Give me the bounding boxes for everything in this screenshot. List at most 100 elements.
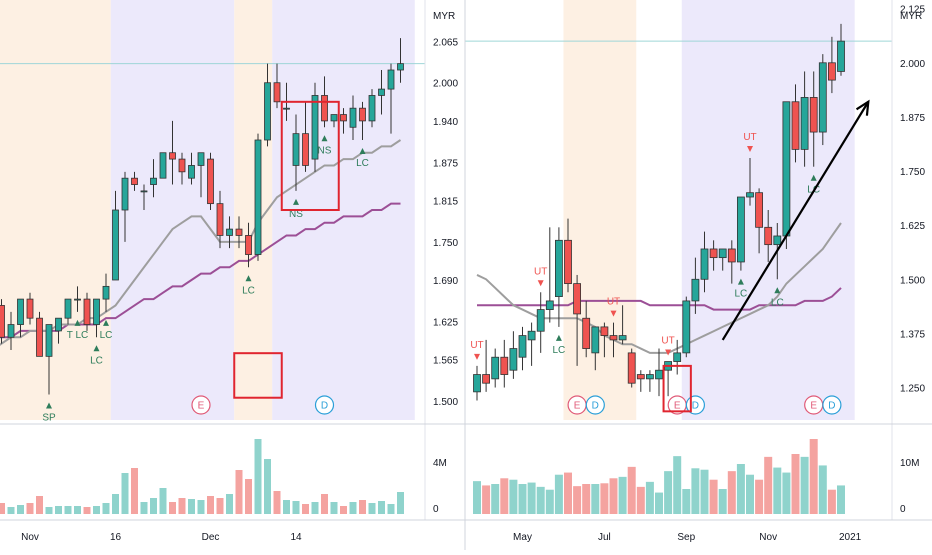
right-event-badge-label: E bbox=[674, 401, 681, 412]
left-volume-bar bbox=[235, 470, 243, 514]
right-candle bbox=[791, 84, 800, 163]
candle-body bbox=[0, 305, 5, 338]
left-volume-tick: 0 bbox=[433, 504, 439, 515]
candle-body bbox=[691, 278, 700, 302]
left-signal-arrow bbox=[359, 148, 366, 154]
left-price-tick: 1.500 bbox=[433, 397, 458, 408]
left-candle bbox=[159, 152, 167, 179]
candle-body bbox=[102, 285, 110, 300]
right-signal-label: UT bbox=[743, 132, 756, 143]
left-price-tick: 1.690 bbox=[433, 276, 458, 287]
left-volume-bar bbox=[150, 498, 157, 514]
left-price-tick: 1.625 bbox=[433, 317, 458, 328]
candle-body bbox=[169, 152, 176, 160]
right-price-tick: 1.375 bbox=[900, 329, 925, 340]
left-volume-bar bbox=[74, 506, 81, 514]
left-candle bbox=[102, 273, 110, 312]
left-candle bbox=[26, 292, 34, 325]
right-volume-bar bbox=[746, 474, 754, 514]
left-volume-bar bbox=[83, 507, 91, 514]
right-trend-arrow-head bbox=[855, 99, 870, 116]
candle-body bbox=[131, 177, 138, 185]
left-candle bbox=[254, 133, 262, 261]
left-event-badge bbox=[314, 395, 335, 415]
left-signal-label: NS bbox=[289, 209, 303, 220]
right-time-tick: May bbox=[513, 532, 532, 543]
right-signal-arrow bbox=[537, 280, 544, 287]
left-candle bbox=[93, 298, 100, 338]
left-candle bbox=[292, 114, 300, 191]
left-candle bbox=[359, 101, 366, 140]
right-candle bbox=[609, 322, 618, 358]
left-volume-bar bbox=[340, 506, 347, 514]
right-volume-bar bbox=[509, 479, 518, 514]
left-event-badge-label: D bbox=[321, 401, 328, 412]
candle-body bbox=[582, 317, 591, 349]
right-candle bbox=[755, 188, 763, 254]
right-candle bbox=[655, 348, 663, 397]
right-volume-bar bbox=[773, 467, 782, 514]
right-signal-label: UT bbox=[607, 297, 620, 308]
right-volume-bar bbox=[491, 484, 500, 514]
left-signal-label: LC bbox=[90, 355, 103, 366]
left-candle bbox=[302, 101, 309, 172]
left-signal-arrow bbox=[103, 319, 109, 326]
left-volume-bar bbox=[216, 498, 224, 514]
left-signal-label: LC bbox=[242, 285, 255, 296]
right-candle bbox=[500, 339, 509, 388]
right-volume-bar bbox=[627, 466, 636, 514]
candle-body bbox=[545, 300, 554, 310]
candle-body bbox=[818, 62, 827, 133]
right-price-tick: 2.125 bbox=[900, 5, 925, 16]
candle-body bbox=[746, 192, 754, 198]
left-volume-bar bbox=[131, 468, 138, 514]
right-signal-arrow bbox=[774, 287, 781, 294]
left-highlight-box bbox=[233, 352, 283, 399]
left-volume-bar bbox=[45, 507, 53, 514]
candle-body bbox=[64, 298, 72, 319]
candle-body bbox=[828, 62, 836, 81]
candle-body bbox=[36, 317, 43, 357]
candle-body bbox=[302, 133, 309, 166]
left-volume-bar bbox=[226, 494, 233, 514]
candle-body bbox=[727, 248, 736, 263]
candle-body bbox=[518, 335, 527, 358]
left-candle bbox=[216, 190, 224, 249]
left-volume-bar bbox=[159, 488, 167, 514]
left-candle bbox=[55, 317, 62, 344]
left-volume-bar bbox=[368, 503, 376, 514]
left-pane: LC LC T LC SP LC NS NS LC E D MYR 2.065 2.000 1.940 1.… bbox=[0, 0, 465, 543]
right-price-tick: 1.875 bbox=[900, 113, 925, 124]
candle-body bbox=[378, 88, 385, 96]
right-candle bbox=[545, 227, 554, 323]
right-price-tick: 1.625 bbox=[900, 221, 925, 232]
right-trend-arrow-line bbox=[721, 101, 870, 341]
candle-body bbox=[93, 298, 100, 325]
candle-body bbox=[273, 82, 281, 103]
left-volume-bar bbox=[7, 507, 15, 514]
candle-body bbox=[197, 152, 205, 166]
left-volume-bar bbox=[93, 506, 100, 514]
right-volume-tick: 10M bbox=[900, 458, 919, 469]
left-volume-bar bbox=[245, 479, 252, 514]
right-candle bbox=[473, 365, 481, 401]
left-time-tick: 14 bbox=[290, 532, 302, 543]
candle-body bbox=[591, 326, 600, 354]
left-candle bbox=[207, 152, 214, 210]
right-candle bbox=[746, 158, 754, 206]
right-volume-bar bbox=[682, 489, 691, 514]
right-event-badge-label: E bbox=[574, 401, 581, 412]
right-candle bbox=[828, 36, 836, 94]
right-volume-bar bbox=[609, 478, 618, 514]
candle-body bbox=[573, 283, 581, 315]
candle-body bbox=[349, 107, 357, 128]
right-volume-bar bbox=[818, 465, 827, 514]
right-candle bbox=[482, 339, 491, 392]
candle-body bbox=[473, 374, 481, 393]
left-signal-label: LC bbox=[100, 330, 113, 341]
right-candle bbox=[618, 305, 627, 345]
candle-body bbox=[482, 374, 491, 384]
right-volume-bar bbox=[600, 483, 609, 514]
right-volume-bar bbox=[800, 456, 809, 514]
